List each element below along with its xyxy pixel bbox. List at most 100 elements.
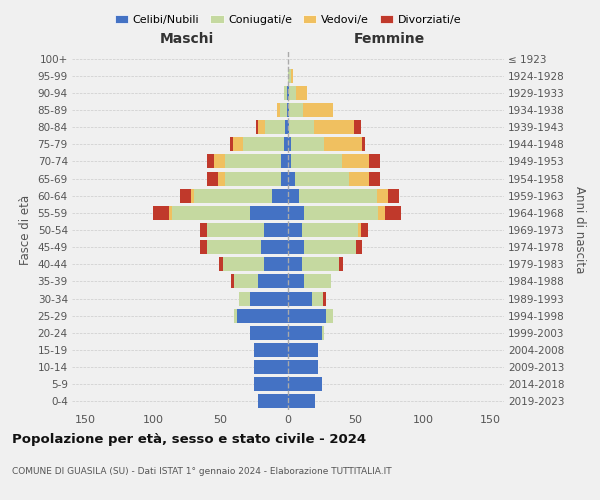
Bar [302,258,340,272]
Text: Maschi: Maschi [160,32,214,46]
Bar [288,360,318,374]
Bar [358,223,361,237]
Bar [322,326,325,340]
Bar [230,138,233,151]
Bar [288,274,304,288]
Bar [287,103,288,117]
Bar [379,206,385,220]
Bar [219,258,223,272]
Bar [340,258,343,272]
Bar [234,274,259,288]
Bar [232,274,234,288]
Bar [250,206,288,220]
Bar [244,138,284,151]
Bar [281,172,288,185]
Bar [265,120,286,134]
Bar [261,240,288,254]
Y-axis label: Anni di nascita: Anni di nascita [573,186,586,274]
Bar [325,138,362,151]
Bar [290,154,342,168]
Bar [277,103,280,117]
Bar [288,343,318,357]
Bar [288,120,289,134]
Bar [299,188,377,202]
Bar [290,68,293,82]
Bar [236,308,288,322]
Bar [250,326,288,340]
Bar [296,86,307,100]
Bar [349,172,369,185]
Bar [302,223,358,237]
Bar [288,378,322,392]
Bar [264,223,288,237]
Bar [288,308,326,322]
Bar [369,154,380,168]
Bar [304,274,331,288]
Bar [207,154,214,168]
Bar [200,240,207,254]
Bar [191,188,193,202]
Bar [361,223,368,237]
Bar [304,240,355,254]
Bar [169,206,172,220]
Bar [193,188,272,202]
Bar [153,206,169,220]
Bar [288,188,299,202]
Y-axis label: Fasce di età: Fasce di età [19,195,32,265]
Bar [326,308,332,322]
Bar [314,120,354,134]
Bar [207,172,218,185]
Bar [264,258,288,272]
Bar [288,172,295,185]
Bar [254,343,288,357]
Text: Popolazione per età, sesso e stato civile - 2024: Popolazione per età, sesso e stato civil… [12,432,366,446]
Bar [288,86,289,100]
Bar [256,120,259,134]
Bar [289,120,314,134]
Text: Femmine: Femmine [354,32,425,46]
Bar [289,103,303,117]
Bar [288,258,302,272]
Bar [288,240,304,254]
Bar [354,120,361,134]
Bar [259,394,288,408]
Bar [284,138,288,151]
Bar [254,378,288,392]
Bar [288,68,290,82]
Bar [207,223,264,237]
Legend: Celibi/Nubili, Coniugati/e, Vedovi/e, Divorziati/e: Celibi/Nubili, Coniugati/e, Vedovi/e, Di… [110,10,466,29]
Bar [288,223,302,237]
Bar [355,240,362,254]
Bar [304,206,379,220]
Bar [284,86,287,100]
Bar [200,223,207,237]
Bar [288,154,290,168]
Bar [218,172,224,185]
Bar [224,154,281,168]
Bar [234,308,236,322]
Bar [180,188,191,202]
Bar [288,103,289,117]
Bar [288,138,290,151]
Bar [286,120,288,134]
Bar [207,240,261,254]
Bar [342,154,369,168]
Bar [280,103,287,117]
Bar [288,206,304,220]
Bar [272,188,288,202]
Bar [323,292,326,306]
Bar [287,86,288,100]
Bar [281,154,288,168]
Bar [214,154,224,168]
Bar [313,292,323,306]
Bar [172,206,250,220]
Bar [259,120,265,134]
Bar [289,86,296,100]
Bar [288,326,322,340]
Bar [288,394,315,408]
Bar [223,258,264,272]
Bar [362,138,365,151]
Bar [369,172,380,185]
Bar [233,138,244,151]
Bar [254,360,288,374]
